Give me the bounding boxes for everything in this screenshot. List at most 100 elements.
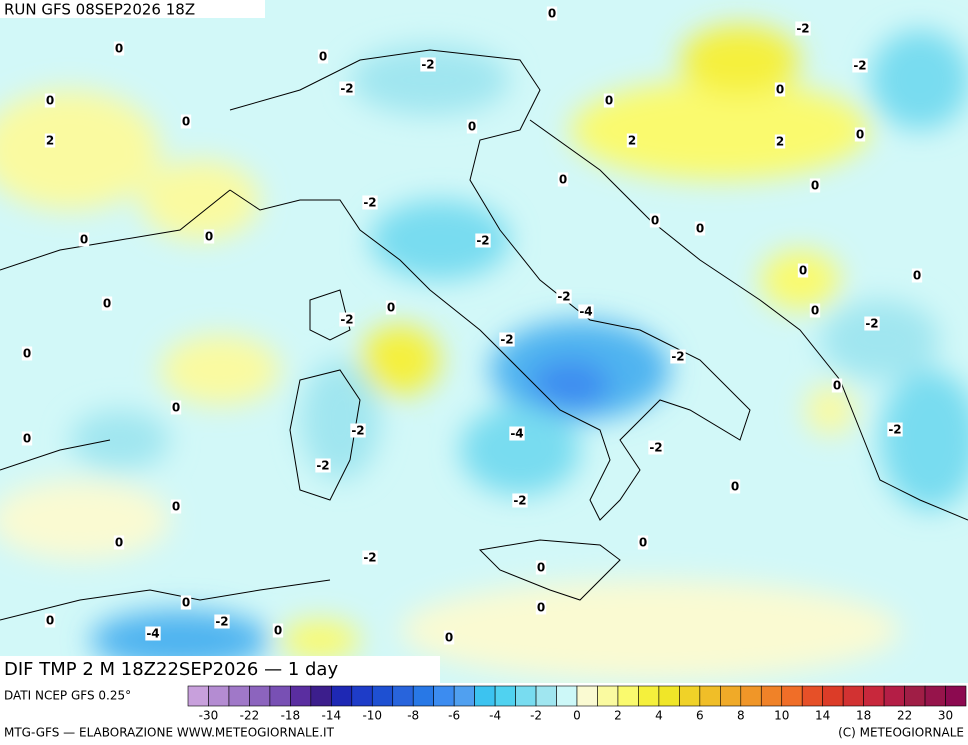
contour-label: -4 bbox=[579, 305, 592, 319]
label-bg bbox=[578, 304, 594, 319]
colorbar-box bbox=[760, 685, 783, 707]
contour-label: 0 bbox=[23, 432, 31, 446]
contour-label: 0 bbox=[172, 500, 180, 514]
colorbar-box bbox=[453, 685, 475, 707]
label-bg bbox=[203, 229, 215, 244]
colorbar-box bbox=[556, 685, 578, 707]
run-label: RUN GFS 08SEP2026 18Z bbox=[4, 1, 195, 19]
colorbar-box bbox=[801, 685, 823, 707]
contour-label: 0 bbox=[319, 50, 327, 64]
label-bg bbox=[648, 440, 664, 455]
contour-label: -2 bbox=[340, 313, 353, 327]
label-bg bbox=[101, 296, 113, 311]
label-bg bbox=[797, 263, 809, 278]
label-bg bbox=[339, 312, 355, 327]
contour-label: -2 bbox=[316, 459, 329, 473]
colorbar-label: 10 bbox=[774, 709, 789, 723]
field-box bbox=[0, 656, 440, 683]
colorbar: -30 -22 -18 -14 -10 -8 -6 -4 -2 0 2 4 6 8 10 14 18 22 30 bbox=[187, 685, 967, 723]
label-bg bbox=[21, 346, 33, 361]
colorbar-box bbox=[842, 685, 864, 707]
colorbar-box bbox=[310, 685, 332, 707]
label-bg bbox=[466, 119, 478, 134]
contour-label: -2 bbox=[649, 441, 662, 455]
contour-label: 0 bbox=[182, 115, 190, 129]
colorbar-box bbox=[679, 685, 701, 707]
contour-label: 0 bbox=[205, 230, 213, 244]
contour-label: -2 bbox=[363, 551, 376, 565]
field-shading bbox=[0, 25, 968, 680]
label-bg bbox=[556, 289, 572, 304]
colorbar-box bbox=[740, 685, 762, 707]
colorbar-box bbox=[617, 685, 639, 707]
contour-label: 0 bbox=[537, 601, 545, 615]
contour-label: 2 bbox=[628, 134, 636, 148]
colorbar-label: -14 bbox=[322, 709, 342, 723]
colorbar-box bbox=[433, 685, 455, 707]
contour-label: -2 bbox=[340, 82, 353, 96]
label-bg bbox=[21, 431, 33, 446]
label-bg bbox=[180, 114, 192, 129]
contour-label: 0 bbox=[639, 536, 647, 550]
contour-label: 0 bbox=[46, 614, 54, 628]
label-bg bbox=[509, 426, 525, 441]
label-bg bbox=[317, 49, 329, 64]
colorbar-box bbox=[494, 685, 516, 707]
contour-label: -2 bbox=[865, 317, 878, 331]
colorbar-label: 30 bbox=[938, 709, 953, 723]
contour-label: 0 bbox=[387, 301, 395, 315]
colorbar-label: 14 bbox=[815, 709, 830, 723]
contour-label: 0 bbox=[182, 596, 190, 610]
label-bg bbox=[44, 93, 56, 108]
label-bg bbox=[113, 535, 125, 550]
label-bg bbox=[113, 41, 125, 56]
colorbar-box bbox=[699, 685, 721, 707]
colorbar-box bbox=[331, 685, 353, 707]
colorbar-box bbox=[535, 685, 557, 707]
contour-label: 0 bbox=[776, 83, 784, 97]
coastlines bbox=[0, 49, 968, 621]
label-bg bbox=[443, 630, 455, 645]
colorbar-label: -10 bbox=[362, 709, 382, 723]
field-label: DIF TMP 2 M 18Z22SEP2026 — 1 day bbox=[4, 659, 338, 680]
colorbar-box bbox=[597, 685, 619, 707]
label-bg bbox=[626, 133, 638, 148]
colorbar-label: 8 bbox=[737, 709, 745, 723]
label-bg bbox=[475, 233, 491, 248]
label-bg bbox=[44, 613, 56, 628]
contour-label: -2 bbox=[888, 423, 901, 437]
colorbar-label: 0 bbox=[573, 709, 581, 723]
colorbar-box bbox=[269, 685, 291, 707]
colorbar-label: -30 bbox=[199, 709, 219, 723]
copyright-label: (C) METEOGIORNALE bbox=[838, 726, 964, 740]
contour-label: -2 bbox=[421, 58, 434, 72]
colorbar-label: 4 bbox=[655, 709, 663, 723]
map bbox=[0, 0, 968, 683]
contour-label: 0 bbox=[548, 7, 556, 21]
colorbar-box bbox=[290, 685, 312, 707]
colorbar-box bbox=[904, 685, 926, 707]
label-bg bbox=[362, 550, 378, 565]
contour-label: 0 bbox=[274, 624, 282, 638]
contour-label: 0 bbox=[537, 561, 545, 575]
contour-label: 2 bbox=[776, 135, 784, 149]
label-bg bbox=[170, 499, 182, 514]
contour-label: 0 bbox=[811, 304, 819, 318]
colorbar-box bbox=[945, 685, 967, 707]
colorbar-box bbox=[474, 685, 496, 707]
label-bg bbox=[44, 133, 56, 148]
label-bg bbox=[852, 58, 868, 73]
contour-label: -2 bbox=[351, 424, 364, 438]
label-bg bbox=[362, 195, 378, 210]
colorbar-box bbox=[515, 685, 537, 707]
label-bg bbox=[603, 93, 615, 108]
colorbar-box bbox=[638, 685, 660, 707]
label-bg bbox=[78, 232, 90, 247]
label-bg bbox=[774, 134, 786, 149]
contour-label: 0 bbox=[651, 214, 659, 228]
label-bg bbox=[809, 303, 821, 318]
contour-label: -2 bbox=[215, 615, 228, 629]
contour-label: 0 bbox=[833, 379, 841, 393]
contour-label: -2 bbox=[363, 196, 376, 210]
